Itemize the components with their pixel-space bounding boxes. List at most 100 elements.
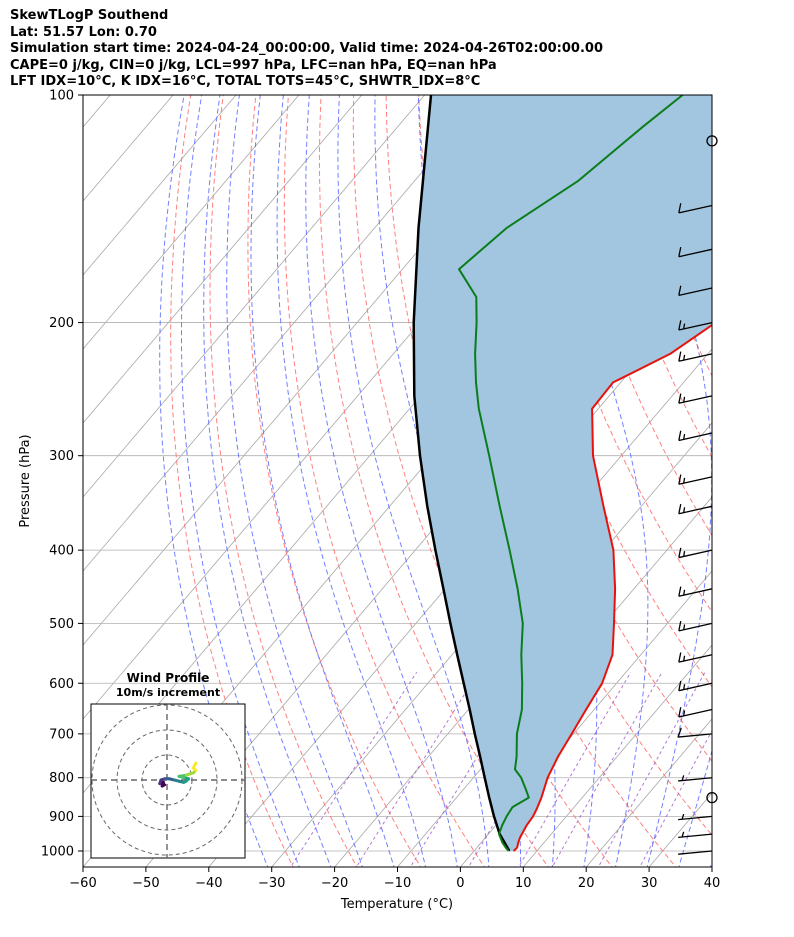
isotherm-line: [711, 866, 712, 867]
x-tick-label: −60: [69, 876, 96, 891]
barb-half-feather: [683, 477, 686, 484]
barb-half-feather: [683, 354, 686, 361]
title-line-location: Lat: 51.57 Lon: 0.70: [10, 24, 157, 40]
y-tick-label: 300: [49, 449, 74, 464]
dry-adiabat-line: [247, 95, 422, 867]
isotherm-line: [83, 95, 300, 350]
x-tick-label: −10: [384, 876, 411, 891]
wind-barb: [678, 831, 713, 838]
barb-feather: [678, 547, 682, 558]
barb-feather: [678, 430, 682, 441]
barb-feather: [678, 285, 682, 296]
barb-half-feather: [683, 396, 686, 403]
moist-adiabat-line: [203, 95, 332, 867]
wind-barb: [678, 850, 713, 855]
wind-barb: [677, 727, 713, 738]
title-line-cape: CAPE=0 j/kg, CIN=0 j/kg, LCL=997 hPa, LF…: [10, 57, 497, 73]
moist-adiabat-line: [276, 95, 427, 867]
barb-staff: [678, 733, 713, 738]
x-tick-label: −50: [132, 876, 159, 891]
dry-adiabat-line: [170, 95, 294, 867]
title-line-indices: LFT IDX=10°C, K IDX=16°C, TOTAL TOTS=45°…: [10, 74, 481, 90]
dry-adiabat-line: [548, 95, 712, 537]
x-tick-label: 0: [456, 876, 464, 891]
mixing-ratio-line: [290, 671, 418, 867]
y-tick-label: 200: [49, 316, 74, 331]
barb-feather: [678, 351, 682, 362]
y-axis: 100 200 300 400 500 600 700 800 900 1000: [41, 89, 83, 859]
barb-half-feather: [683, 655, 686, 662]
moist-adiabat-line: [159, 95, 269, 867]
x-tick-label: 40: [704, 876, 721, 891]
wind-barb: [678, 320, 713, 331]
moist-adiabat-line: [250, 95, 395, 867]
barb-half-feather: [681, 831, 685, 838]
wind-barb: [678, 285, 713, 297]
wind-barb: [678, 621, 713, 632]
dry-adiabat-line: [209, 95, 358, 867]
moist-adiabat-line: [632, 95, 712, 867]
dry-adiabat-line: [777, 95, 794, 870]
wind-barb: [678, 203, 713, 214]
x-axis-label: Temperature (°C): [340, 897, 453, 912]
temperature-profile-line: [512, 323, 712, 852]
barb-feather: [678, 393, 682, 404]
wind-barb: [678, 430, 713, 442]
moist-adiabat-line: [181, 95, 300, 867]
wind-barb: [678, 775, 713, 782]
barb-half-feather: [681, 775, 685, 781]
wind-barbs: [677, 135, 718, 855]
wind-barb: [678, 813, 713, 821]
hodograph-trace-segment: [191, 761, 198, 770]
y-tick-label: 1000: [41, 844, 74, 859]
isotherm-line: [585, 718, 712, 867]
wind-barb: [678, 547, 713, 559]
wind-barb: [678, 474, 713, 485]
barb-staff: [678, 777, 713, 782]
mixing-ratio-line: [518, 671, 632, 867]
x-axis: −60 −50 −40 −30 −20 −10 0 10 20 30 40: [69, 867, 720, 891]
barb-staff: [678, 248, 713, 258]
isotherm-line: [522, 644, 712, 867]
shaded-area: [413, 95, 712, 851]
barb-staff: [678, 204, 713, 214]
hodograph-title: Wind Profile: [127, 671, 210, 685]
barb-feather: [678, 707, 682, 718]
barb-staff: [678, 287, 713, 297]
wind-barb: [678, 351, 713, 362]
barb-feather: [678, 503, 682, 514]
hodograph-subtitle: 10m/s increment: [116, 686, 220, 699]
dry-adiabat-line: [711, 95, 712, 98]
mixing-ratio-line: [551, 671, 663, 867]
y-tick-label: 900: [49, 810, 74, 825]
title-line-times: Simulation start time: 2024-04-24_00:00:…: [10, 41, 603, 57]
barb-feather: [678, 586, 682, 597]
moist-adiabat-line: [337, 95, 490, 867]
dewpoint-profile-line: [458, 95, 684, 852]
wind-barb: [678, 680, 713, 692]
y-tick-label: 600: [49, 677, 74, 692]
barb-half-feather: [683, 507, 686, 513]
barb-feather: [678, 621, 682, 631]
isotherm-line: [83, 95, 426, 498]
wind-barb: [706, 135, 718, 147]
isotherm-line: [83, 95, 363, 424]
profile-lines: [412, 95, 712, 852]
moist-adiabat-line: [709, 860, 712, 867]
moist-adiabat-line: [678, 749, 712, 867]
hodograph-plot: [91, 704, 245, 858]
x-tick-label: 20: [578, 876, 595, 891]
y-axis-label: Pressure (hPa): [18, 434, 33, 527]
isotherm-line: [772, 78, 794, 870]
parcel-profile-line: [412, 95, 511, 852]
moist-adiabat-line: [541, 95, 649, 867]
wind-barb: [678, 707, 713, 718]
barb-staff: [678, 833, 713, 838]
barb-feather: [678, 320, 682, 331]
title-block: SkewTLogP Southend Lat: 51.57 Lon: 0.70 …: [10, 8, 603, 91]
barb-staff: [678, 850, 713, 855]
y-tick-label: 800: [49, 771, 74, 786]
x-tick-label: −20: [321, 876, 348, 891]
